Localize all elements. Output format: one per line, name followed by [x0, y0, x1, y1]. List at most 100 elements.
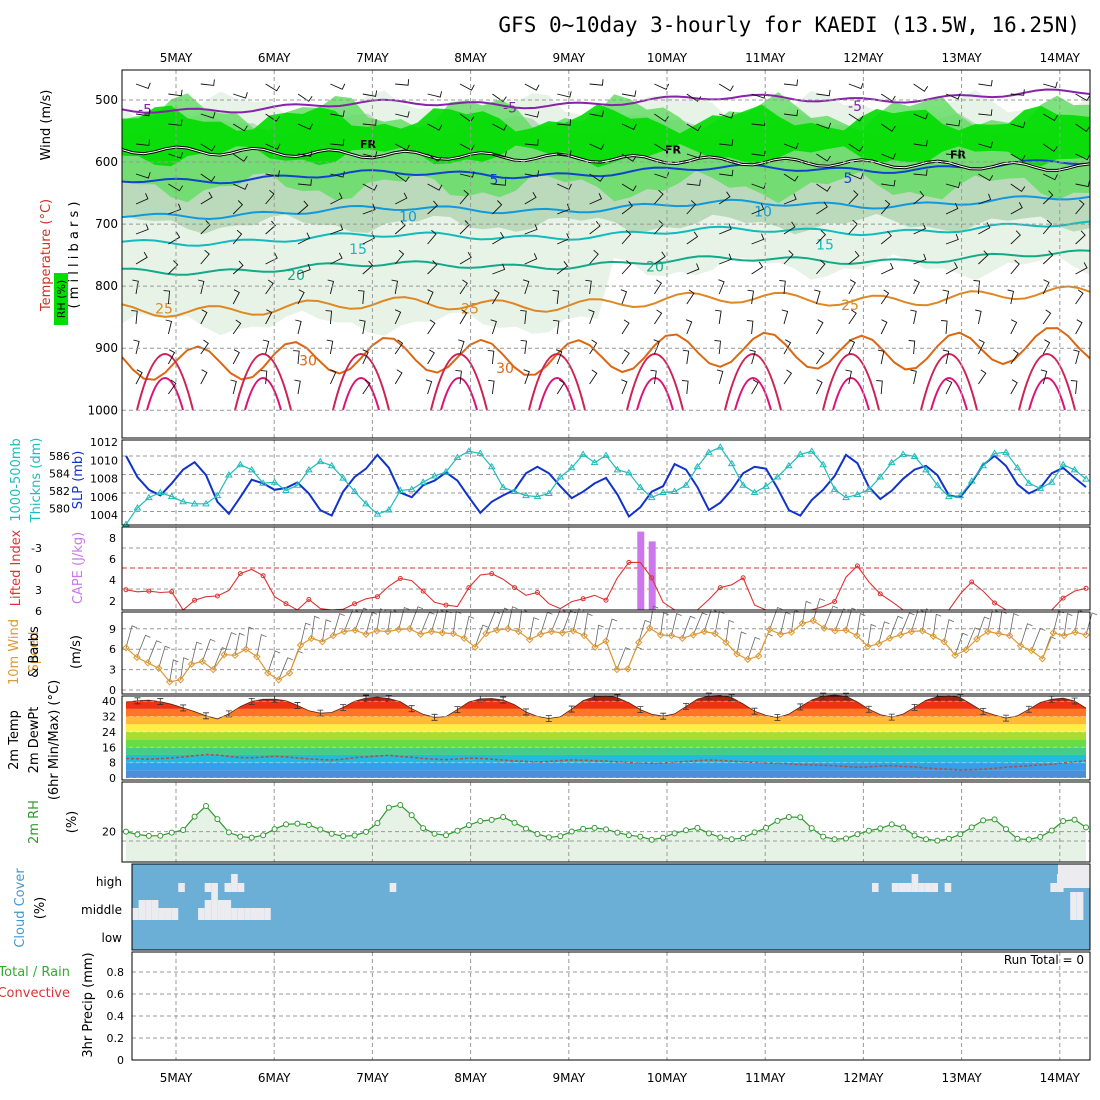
wind-speed-marker: [744, 655, 752, 664]
wind-barb: [978, 109, 993, 116]
wind10m-barb: [441, 610, 452, 633]
wind10m-barb: [616, 647, 631, 670]
temp-tick: 16: [102, 741, 116, 754]
wind-barb: [814, 289, 821, 305]
thickness-tick: 582: [49, 485, 70, 498]
cloud-middle-cell: [145, 900, 152, 920]
rh2m-marker: [763, 824, 769, 831]
cloud-high-cell: [871, 883, 879, 892]
li-marker: [192, 597, 198, 603]
wind-barb: [621, 201, 633, 215]
wind-barb: [816, 201, 828, 215]
freezing-label: FR: [360, 138, 377, 151]
wind-barb: [135, 82, 151, 89]
wind10m-barb: [867, 623, 877, 647]
wind-barb: [427, 91, 443, 98]
wind10m-barb: [223, 632, 237, 655]
wind-speed-marker: [395, 625, 403, 634]
wind-barb: [362, 260, 374, 275]
wind-barb: [297, 200, 309, 215]
wind-barb: [297, 150, 313, 157]
wind10m-barb: [681, 615, 696, 639]
wind-barb: [265, 220, 277, 235]
wind-barb: [557, 150, 572, 157]
wind-barb: [459, 143, 475, 151]
wind-speed-marker: [875, 640, 883, 648]
cloud-high-cell: [918, 883, 925, 892]
wind10m-barb: [234, 632, 245, 656]
li-marker: [626, 559, 632, 565]
rh2m-marker: [923, 836, 929, 843]
wind10m-barb: [507, 606, 518, 629]
thickness-marker: [624, 468, 633, 476]
thickness-marker: [373, 510, 382, 517]
wind10m-barb: [376, 608, 386, 631]
wind-barb: [686, 289, 695, 305]
wind-speed-marker: [351, 626, 359, 634]
wind10m-barb: [431, 608, 444, 632]
temp-tick: 0: [109, 772, 116, 785]
cloud-high-cell: [204, 883, 212, 892]
wind-barb: [1075, 180, 1090, 188]
wind10m-barb: [1063, 613, 1073, 636]
minmax-marker: [751, 707, 758, 715]
wind10m-barb: [638, 619, 651, 643]
date-label: 10MAY: [647, 51, 688, 65]
wind10m-barb: [692, 612, 708, 636]
wind-barb: [1075, 199, 1085, 215]
rh2m-marker: [785, 814, 792, 821]
wind10m-barb: [812, 598, 825, 621]
rh2m-frame: [121, 781, 1091, 863]
wind-barb: [816, 183, 831, 192]
wind-barb: [200, 173, 216, 182]
minmax-marker: [340, 704, 347, 711]
thickness-marker: [830, 485, 839, 492]
rh2m-marker: [123, 828, 129, 835]
wind10m-barb: [278, 657, 293, 680]
wind-barb: [1010, 349, 1019, 365]
wind10m-barb: [594, 624, 604, 648]
wind-barb: [362, 349, 369, 365]
wind-barb: [945, 262, 959, 275]
wind-barb: [135, 109, 151, 117]
temp-band: [126, 747, 1086, 755]
thickness-marker: [362, 499, 370, 507]
wind-barb: [132, 279, 139, 295]
thickness-marker: [967, 477, 976, 484]
wind-barb: [783, 173, 799, 182]
slp-tick: 1006: [90, 491, 118, 504]
date-label: 12MAY: [843, 51, 884, 65]
rh2m-marker: [1014, 835, 1021, 842]
wind-barb: [719, 112, 734, 119]
wind10m-barb: [954, 632, 968, 656]
slp-tick: 1012: [90, 436, 118, 449]
wind-barb: [455, 369, 462, 385]
rh2m-marker: [854, 831, 861, 838]
temp-tick: 24: [102, 726, 116, 739]
temp-band: [126, 724, 1086, 732]
minmax-marker: [660, 712, 667, 720]
wind-speed-marker: [427, 627, 436, 636]
cloud-middle-cell: [198, 908, 205, 920]
axis-label: Speed: [27, 632, 42, 673]
wind-speed-marker: [460, 634, 468, 643]
wind-barb: [200, 249, 210, 265]
wind-barb: [978, 173, 994, 182]
wind-barb: [265, 83, 281, 92]
wind-barb: [913, 83, 929, 92]
minmax-marker: [523, 708, 529, 716]
thickness-marker: [922, 465, 930, 473]
wind-barb: [816, 89, 831, 97]
temp-band: [126, 770, 1086, 778]
wind-barb: [621, 379, 628, 395]
temp-color-bands: [126, 695, 1086, 778]
li-marker: [512, 585, 518, 591]
upper-air-frame: [121, 69, 1091, 439]
rh2m-marker: [694, 824, 701, 831]
temp-band: [126, 701, 1086, 709]
wind-speed-marker: [940, 638, 948, 646]
thickness-marker: [567, 463, 576, 471]
thickness-marker: [453, 453, 462, 460]
li-marker: [214, 593, 220, 599]
wind-speed-marker: [133, 653, 141, 662]
